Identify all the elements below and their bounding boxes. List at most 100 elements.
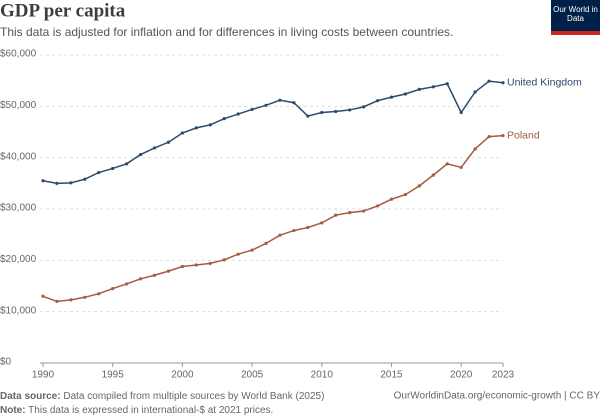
point <box>97 170 101 175</box>
x-tick-label: 2010 <box>311 370 334 381</box>
y-tick-label: $20,000 <box>0 254 37 265</box>
point <box>306 114 310 118</box>
point <box>111 166 115 171</box>
chart-title: GDP per capita <box>0 0 126 21</box>
point <box>41 294 45 298</box>
point <box>236 252 240 256</box>
point <box>278 233 282 237</box>
point <box>264 241 268 245</box>
point <box>138 152 143 157</box>
point <box>292 101 296 105</box>
point <box>69 181 73 185</box>
point <box>334 213 338 217</box>
y-tick-label: $50,000 <box>0 100 37 111</box>
point <box>69 298 73 302</box>
point <box>41 179 45 183</box>
point <box>501 133 505 138</box>
point <box>264 103 268 107</box>
point <box>180 131 184 135</box>
point <box>125 162 129 166</box>
source-label: Data source: <box>0 391 61 402</box>
point <box>250 107 254 112</box>
logo[interactable]: Our World in Data <box>551 0 600 35</box>
series-line <box>42 134 504 303</box>
point <box>194 126 198 130</box>
x-tick-label: 2005 <box>241 370 264 381</box>
point <box>348 210 352 215</box>
point <box>487 79 491 83</box>
point <box>431 85 435 89</box>
point <box>180 264 184 269</box>
point <box>138 277 143 281</box>
point <box>501 81 505 85</box>
point <box>389 197 394 201</box>
series-line <box>42 80 504 185</box>
point <box>320 110 324 115</box>
point <box>473 147 477 151</box>
x-tick-label: 2023 <box>492 370 515 381</box>
y-tick-label: $10,000 <box>0 305 37 316</box>
point <box>97 292 101 296</box>
point <box>417 87 421 91</box>
y-tick-label: $60,000 <box>0 49 37 60</box>
point <box>389 95 394 99</box>
point <box>83 295 87 299</box>
logo-bar <box>551 31 600 35</box>
y-tick-label: $0 <box>0 357 12 368</box>
source-text: Data compiled from multiple sources by W… <box>63 391 324 402</box>
point <box>111 286 115 291</box>
point <box>403 92 408 96</box>
note-line: Note: This data is expressed in internat… <box>0 405 273 416</box>
point <box>152 273 157 277</box>
point <box>320 221 324 225</box>
x-tick-label: 1995 <box>102 370 125 381</box>
point <box>487 135 491 139</box>
point <box>445 162 449 166</box>
point <box>250 248 254 252</box>
point <box>348 108 352 112</box>
point <box>334 109 338 114</box>
source-line: Data source: Data compiled from multiple… <box>0 391 324 402</box>
point <box>417 184 421 188</box>
point <box>55 299 59 303</box>
point <box>166 140 171 144</box>
point <box>222 258 226 262</box>
point <box>125 282 129 286</box>
point <box>375 99 380 103</box>
point <box>166 269 171 273</box>
note-label: Note: <box>0 405 26 416</box>
point <box>194 263 198 267</box>
point <box>292 228 296 233</box>
point <box>362 209 366 213</box>
point <box>152 146 157 150</box>
logo-box <box>551 0 600 31</box>
point <box>278 98 282 102</box>
x-tick-label: 2020 <box>450 370 473 381</box>
point <box>473 90 477 94</box>
x-tick-label: 2015 <box>380 370 403 381</box>
point <box>222 117 226 121</box>
point <box>208 123 212 127</box>
point <box>375 204 380 208</box>
point <box>445 82 449 86</box>
y-tick-label: $40,000 <box>0 151 37 162</box>
point <box>362 105 366 109</box>
x-tick-label: 2000 <box>171 370 194 381</box>
y-tick-label: $30,000 <box>0 203 37 214</box>
chart-subtitle: This data is adjusted for inflation and … <box>0 25 453 39</box>
point <box>236 112 240 116</box>
legend-label: Poland <box>507 129 540 141</box>
logo-text: Our World in Data <box>553 5 598 23</box>
point <box>208 261 212 266</box>
x-tick-label: 1990 <box>32 370 55 381</box>
point <box>55 181 59 185</box>
logo-wrap: Our World in Data <box>553 5 598 23</box>
point <box>306 225 310 230</box>
legend-label: United Kingdom <box>507 77 582 89</box>
point <box>403 193 408 197</box>
url[interactable]: OurWorldinData.org/economic-growth | CC … <box>394 391 600 402</box>
note-text: This data is expressed in international-… <box>28 405 273 416</box>
point <box>431 173 435 177</box>
point <box>459 110 463 115</box>
